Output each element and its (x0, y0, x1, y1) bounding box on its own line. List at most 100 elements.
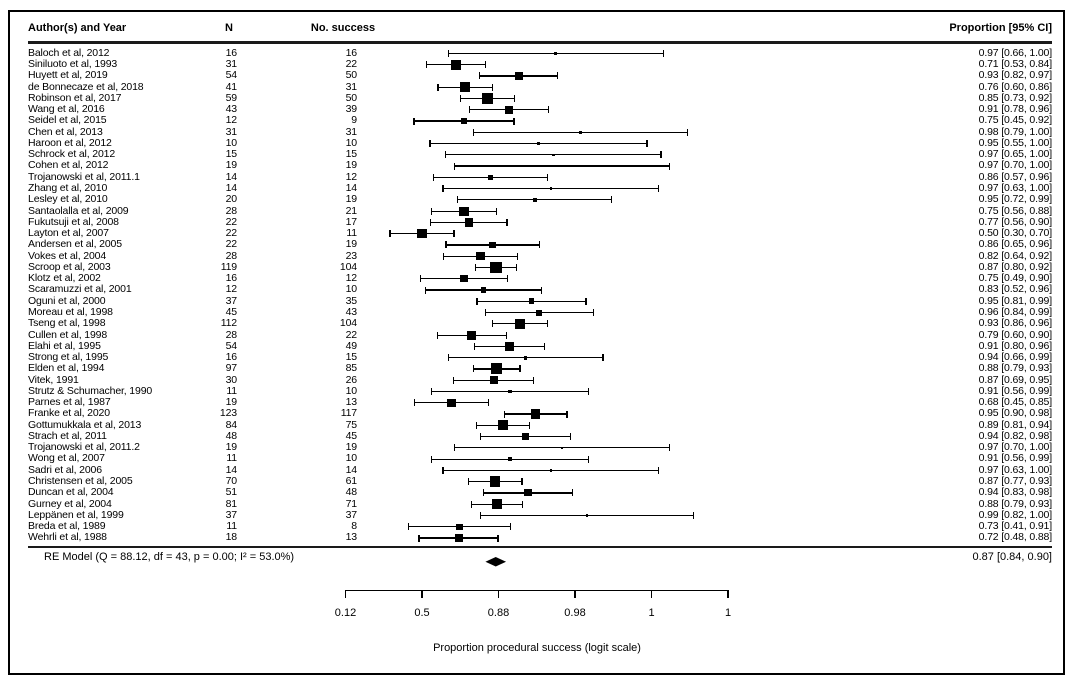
axis-tick (421, 590, 423, 598)
ci-cap-left (471, 500, 473, 508)
study-success: 15 (345, 351, 358, 364)
ci-cap-right (509, 523, 511, 531)
ci-cap-left (447, 49, 449, 57)
ci-cap-right (485, 61, 487, 69)
table-row: Wong et al, 2007 11 10 0.91 [0.56, 0.99] (0, 452, 1080, 465)
study-ci-text: 0.88 [0.79, 0.93] (978, 497, 1053, 510)
ci-cap-left (437, 83, 439, 91)
point-square (560, 446, 564, 450)
point-square (490, 476, 501, 487)
ci-cap-right (566, 410, 568, 418)
table-row: Wehrli et al, 1988 18 13 0.72 [0.48, 0.88] (0, 531, 1080, 544)
point-square (504, 342, 514, 351)
summary-row: RE Model (Q = 88.12, df = 43, p = 0.00; … (0, 550, 1080, 564)
study-success: 13 (345, 396, 358, 409)
point-square (585, 514, 589, 517)
ci-cap-left (452, 376, 454, 384)
study-n: 51 (225, 486, 238, 499)
study-n: 16 (225, 46, 238, 59)
ci-cap-left (436, 331, 438, 339)
point-square (491, 363, 503, 375)
ci-cap-left (445, 151, 447, 159)
study-author: Santaolalla et al, 2009 (28, 204, 129, 217)
re-model-label: RE Model (Q = 88.12, df = 43, p = 0.00; … (44, 551, 295, 563)
study-success: 31 (345, 125, 358, 138)
study-ci-text: 0.71 [0.53, 0.84] (978, 58, 1053, 71)
ci-cap-right (547, 320, 549, 328)
study-success: 9 (351, 114, 357, 127)
ci-cap-right (506, 218, 508, 226)
study-n: 14 (225, 170, 238, 183)
ci-cap-right (519, 365, 521, 373)
axis-tick-label: 0.5 (414, 607, 430, 619)
study-n: 45 (225, 305, 238, 318)
point-square (489, 376, 498, 385)
study-success: 48 (345, 486, 358, 499)
study-author: Chen et al, 2013 (28, 125, 103, 138)
ci-cap-left (457, 196, 459, 204)
axis-tick-label: 1 (648, 607, 655, 619)
study-author: Breda et al, 1989 (28, 520, 106, 533)
study-n: 22 (225, 238, 238, 251)
axis-tick (497, 590, 500, 598)
study-success: 8 (351, 520, 357, 533)
study-ci-text: 0.95 [0.81, 0.99] (978, 294, 1053, 307)
study-ci-text: 0.94 [0.82, 0.98] (978, 429, 1053, 442)
study-n: 12 (225, 114, 238, 127)
study-author: Tseng et al, 1998 (28, 317, 106, 330)
study-ci-text: 0.82 [0.64, 0.92] (978, 249, 1053, 262)
study-ci-text: 0.68 [0.45, 0.85] (978, 396, 1053, 409)
table-row: Leppänen et al, 1999 37 37 0.99 [0.82, 1.00… (0, 508, 1080, 521)
table-row: Baloch et al, 2012 16 16 0.97 [0.66, 1.00] (0, 46, 1080, 59)
study-author: Strach et al, 2011 (28, 429, 107, 442)
study-author: Haroon et al, 2012 (28, 136, 112, 149)
ci-cap-right (588, 455, 590, 463)
table-row: Duncan et al, 2004 51 48 0.94 [0.83, 0.98] (0, 486, 1080, 499)
ci-cap-right (543, 342, 546, 350)
study-author: Sadri et al, 2006 (28, 463, 102, 476)
study-author: Elahi et al, 1995 (28, 339, 101, 352)
study-n: 41 (225, 80, 238, 93)
study-ci-text: 0.97 [0.70, 1.00] (978, 441, 1053, 454)
study-success: 15 (345, 148, 358, 161)
study-ci-text: 0.83 [0.52, 0.96] (978, 283, 1053, 296)
ci-cap-left (445, 241, 447, 249)
study-ci-text: 0.99 [0.82, 1.00] (978, 508, 1053, 521)
study-ci-text: 0.87 [0.69, 0.95] (978, 373, 1053, 386)
table-row: Schrock et al, 2012 15 15 0.97 [0.65, 1.00] (0, 148, 1080, 161)
point-square (549, 187, 553, 190)
study-ci-text: 0.97 [0.65, 1.00] (978, 148, 1053, 161)
ci-cap-right (658, 466, 660, 474)
study-author: Siniluoto et al, 1993 (28, 58, 118, 71)
study-n: 16 (225, 351, 238, 364)
table-row: Cullen et al, 1998 28 22 0.79 [0.60, 0.90] (0, 328, 1080, 341)
point-square (522, 433, 530, 441)
study-n: 123 (219, 407, 237, 420)
study-success: 13 (345, 531, 358, 544)
study-author: Wong et al, 2007 (28, 452, 105, 465)
study-ci-text: 0.91 [0.78, 0.96] (978, 103, 1053, 116)
point-square (536, 309, 543, 316)
ci-cap-right (521, 478, 523, 486)
ci-cap-right (646, 140, 648, 148)
study-success: 19 (345, 193, 358, 206)
ci-cap-right (505, 331, 507, 339)
ci-cap-right (662, 49, 664, 57)
study-success: 22 (345, 328, 358, 341)
study-success: 39 (345, 103, 358, 116)
ci-cap-right (572, 489, 574, 497)
study-author: Schrock et al, 2012 (28, 148, 116, 161)
ci-cap-right (668, 444, 671, 452)
ci-cap-left (482, 489, 485, 497)
table-row: Huyett et al, 2019 54 50 0.93 [0.82, 0.97] (0, 69, 1080, 81)
study-success: 117 (340, 407, 357, 420)
study-ci-text: 0.98 [0.79, 1.00] (978, 125, 1053, 138)
figure-border (8, 10, 1065, 675)
ci-cap-right (453, 230, 455, 238)
study-success: 45 (345, 429, 358, 442)
study-author: Cohen et al, 2012 (28, 159, 109, 172)
ci-cap-left (454, 162, 456, 170)
ci-cap-right (497, 534, 499, 542)
column-header-success: No. success (310, 22, 376, 34)
point-square (532, 197, 537, 202)
